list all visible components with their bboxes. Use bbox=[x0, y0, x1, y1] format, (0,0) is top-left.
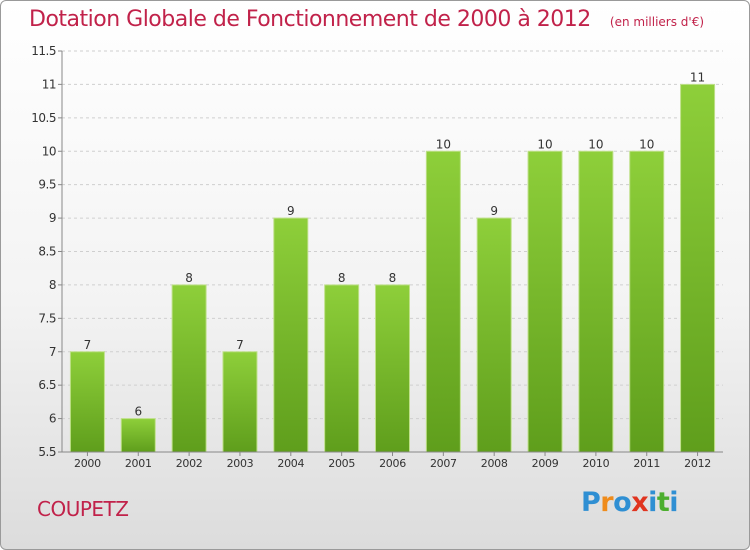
x-tick-label: 2009 bbox=[532, 457, 559, 470]
bar-2000[interactable] bbox=[69, 351, 105, 453]
bar-2004[interactable] bbox=[273, 217, 309, 453]
logo-letter-i2: i bbox=[669, 487, 679, 518]
y-tick-label: 7 bbox=[49, 345, 56, 359]
value-label: 6 bbox=[134, 405, 142, 419]
value-label: 9 bbox=[490, 204, 498, 218]
value-label: 11 bbox=[690, 70, 705, 84]
x-tick-label: 2010 bbox=[582, 457, 609, 470]
value-label: 8 bbox=[338, 271, 346, 285]
x-tick-label: 2002 bbox=[176, 457, 203, 470]
logo-letter-r: r bbox=[600, 487, 614, 518]
logo-letter-o: o bbox=[613, 487, 632, 518]
y-tick-label: 9.5 bbox=[38, 178, 56, 192]
y-tick-label: 6 bbox=[49, 412, 56, 426]
value-label: 10 bbox=[436, 137, 451, 151]
bar-2012[interactable] bbox=[680, 83, 716, 453]
x-tick-label: 2012 bbox=[684, 457, 711, 470]
bar-2010[interactable] bbox=[578, 150, 614, 453]
value-label: 8 bbox=[185, 271, 193, 285]
x-tick-label: 2000 bbox=[74, 457, 101, 470]
value-label: 7 bbox=[84, 338, 92, 352]
y-tick-label: 6.5 bbox=[38, 378, 56, 392]
bar-2008[interactable] bbox=[476, 217, 512, 453]
x-tick-label: 2008 bbox=[481, 457, 508, 470]
value-label: 9 bbox=[287, 204, 295, 218]
y-tick-label: 10 bbox=[42, 144, 56, 158]
x-tick-label: 2003 bbox=[227, 457, 254, 470]
bar-2007[interactable] bbox=[425, 150, 461, 453]
x-tick-label: 2005 bbox=[328, 457, 355, 470]
y-tick-label: 8.5 bbox=[38, 245, 56, 259]
bar-2006[interactable] bbox=[375, 284, 410, 453]
y-tick-label: 11 bbox=[42, 77, 56, 91]
x-tick-label: 2004 bbox=[277, 457, 304, 470]
logo-letter-x: x bbox=[631, 487, 649, 518]
x-tick-label: 2006 bbox=[379, 457, 406, 470]
proxiti-logo[interactable]: Proxiti bbox=[581, 487, 679, 518]
y-tick-label: 9 bbox=[49, 211, 56, 225]
value-label: 7 bbox=[236, 338, 244, 352]
value-label: 8 bbox=[389, 271, 397, 285]
chart-unit: (en milliers d'€) bbox=[609, 15, 705, 29]
y-tick-label: 11.5 bbox=[31, 44, 56, 58]
bar-2002[interactable] bbox=[171, 284, 207, 453]
commune-name: COUPETZ bbox=[37, 497, 129, 521]
logo-letter-t: t bbox=[656, 487, 670, 518]
bar-layer: 7 6 8 7 9 8 8 10 9 10 10 10 11 bbox=[69, 70, 716, 453]
chart-title: Dotation Globale de Fonctionnement de 20… bbox=[29, 7, 591, 32]
bar-2011[interactable] bbox=[629, 150, 665, 453]
y-tick-label: 10.5 bbox=[31, 111, 56, 125]
axis-layer: 5.5 6 6.5 7 7.5 8 8.5 9 9.5 10 10.5 11 11.5 2000 2001 2… bbox=[31, 44, 723, 470]
bar-2001[interactable] bbox=[120, 418, 156, 453]
x-tick-label: 2001 bbox=[125, 457, 152, 470]
y-tick-label: 7.5 bbox=[38, 311, 56, 325]
logo-letter-i1: i bbox=[648, 487, 657, 518]
y-tick-label: 8 bbox=[49, 278, 56, 292]
x-tick-label: 2007 bbox=[430, 457, 457, 470]
value-label: 10 bbox=[537, 137, 552, 151]
bar-2003[interactable] bbox=[222, 351, 258, 453]
title-row: Dotation Globale de Fonctionnement de 20… bbox=[29, 7, 704, 32]
x-tick-label: 2011 bbox=[633, 457, 660, 470]
value-label: 10 bbox=[588, 137, 603, 151]
value-label: 10 bbox=[639, 137, 654, 151]
bar-2005[interactable] bbox=[324, 284, 360, 453]
y-tick-label: 5.5 bbox=[38, 445, 56, 459]
logo-letter-p: P bbox=[581, 487, 601, 518]
bar-2009[interactable] bbox=[527, 150, 563, 453]
